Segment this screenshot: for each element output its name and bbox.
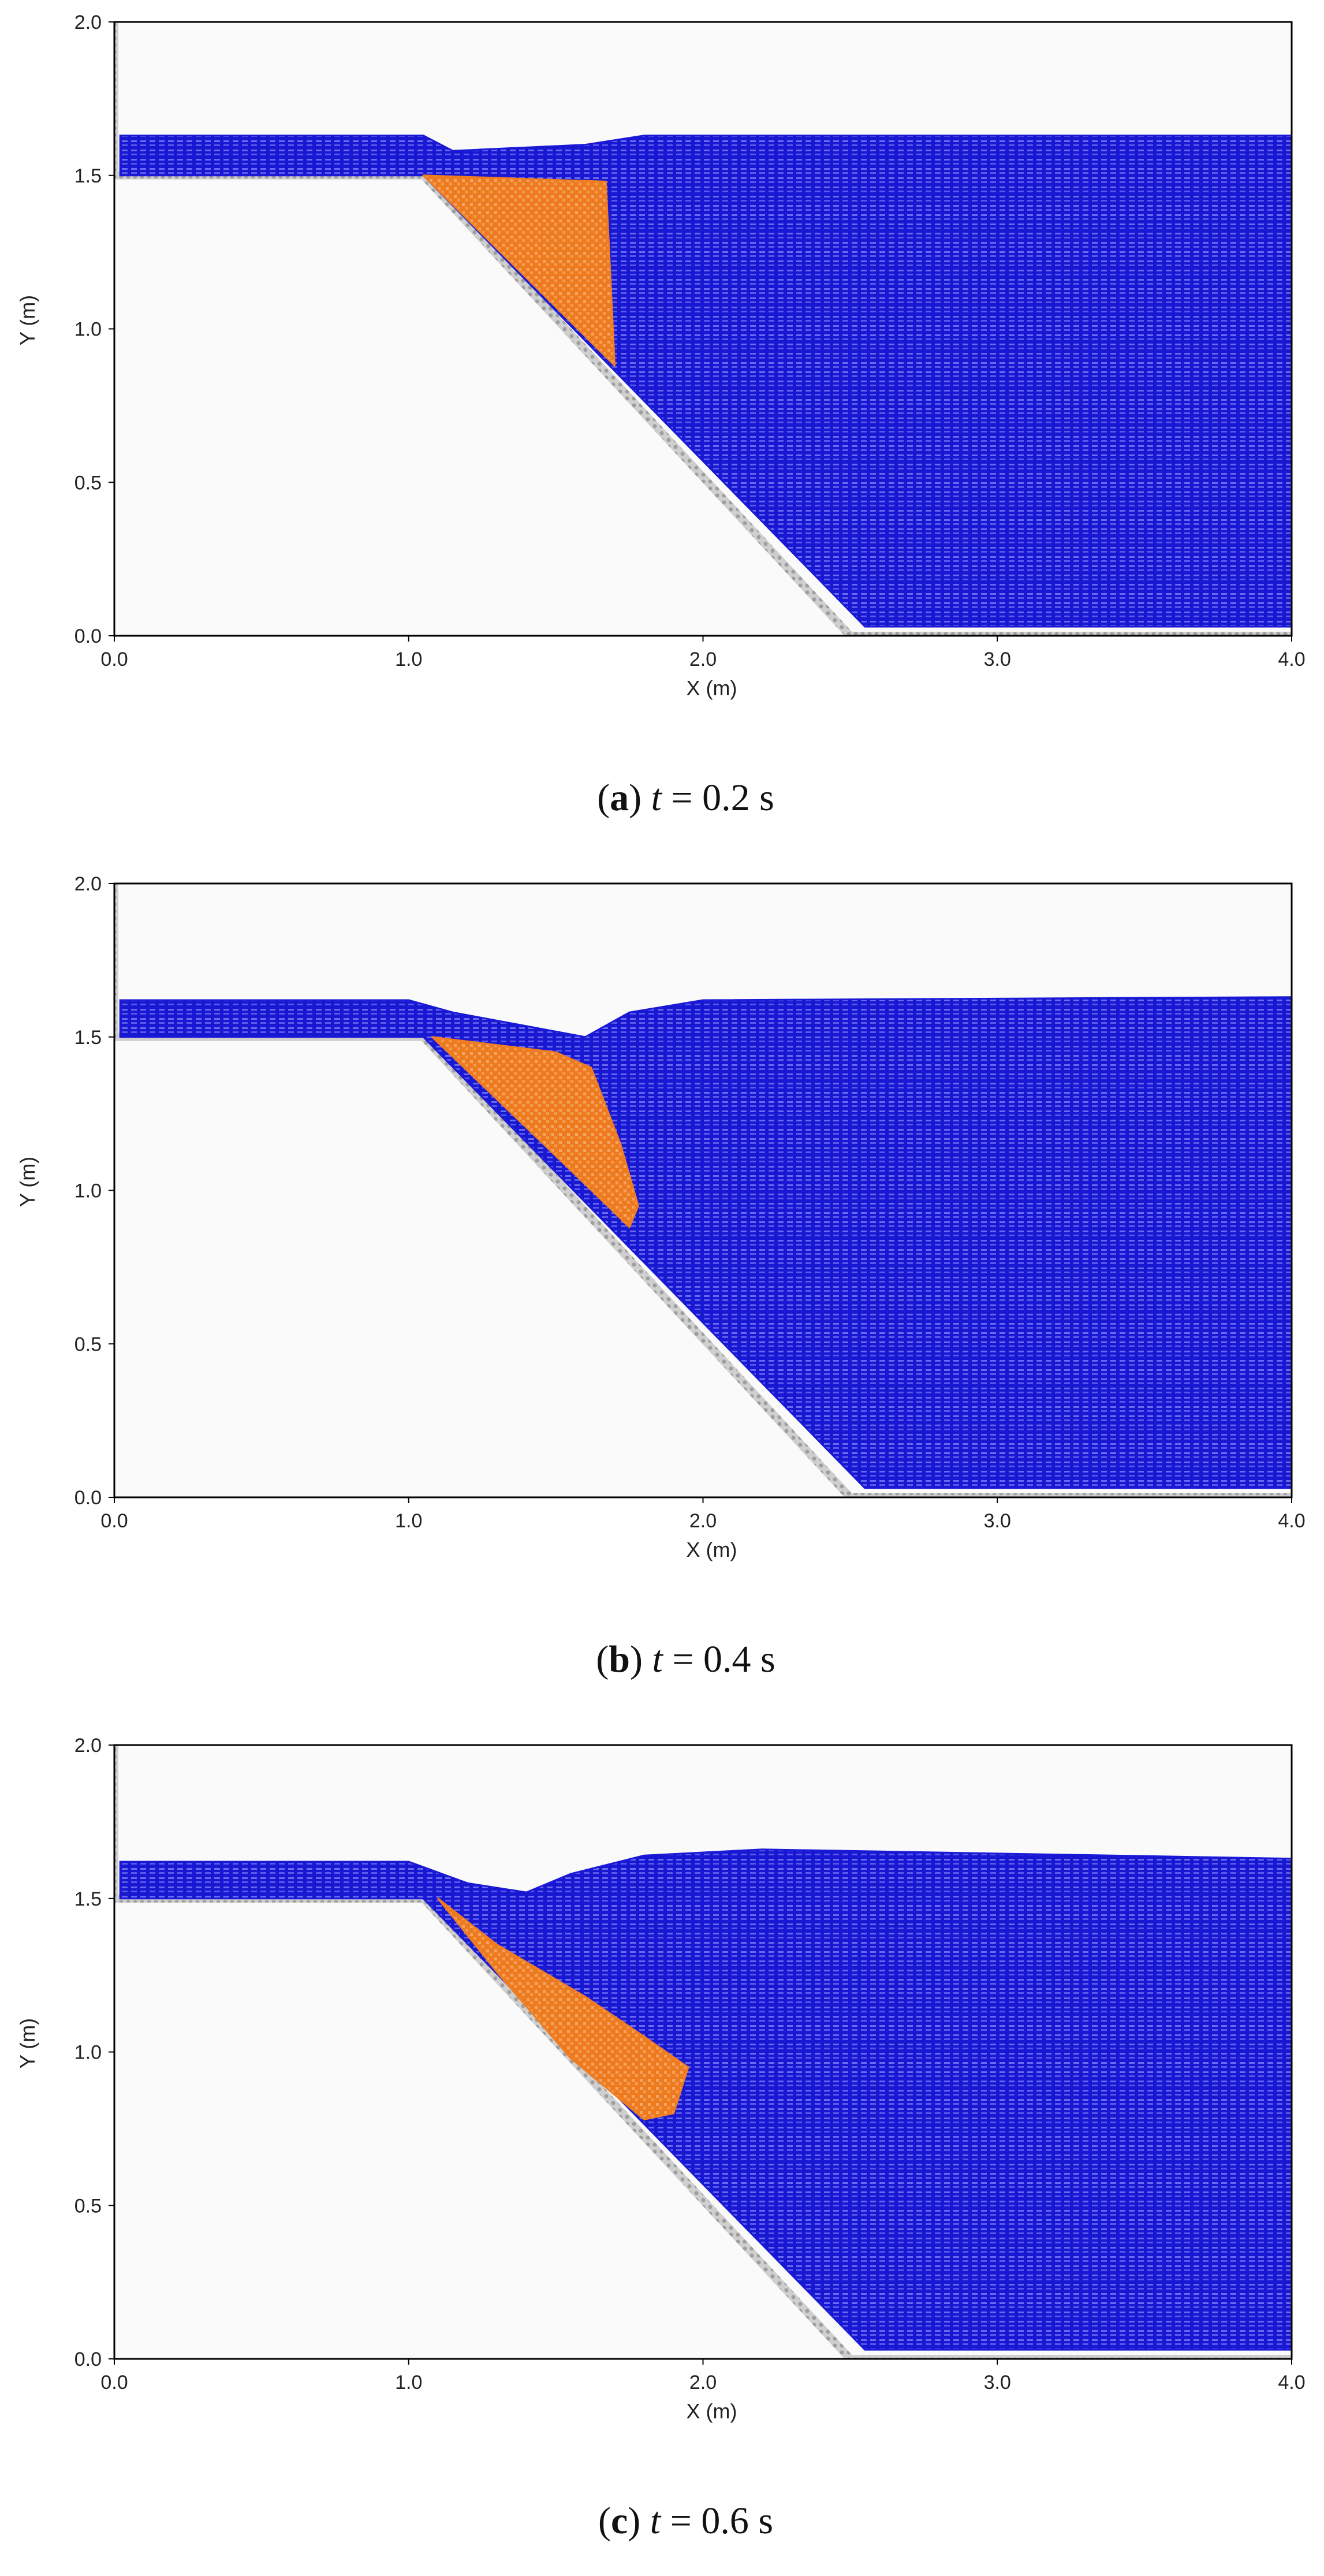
x-axis-label: X (m) <box>687 1538 737 1561</box>
panel-a: 0.0 1.0 2.0 3.0 4.0 0.0 0.5 1.0 1.5 2.0 X (m) Y (m)… <box>16 12 1306 819</box>
y-tick-label: 0.0 <box>74 2348 102 2370</box>
x-tick-label: 3.0 <box>984 648 1011 670</box>
x-tick-label: 1.0 <box>395 2372 422 2394</box>
plot-contents <box>114 1745 1292 2359</box>
y-tick-label: 0.0 <box>74 1487 102 1509</box>
x-tick-label: 0.0 <box>100 648 128 670</box>
panel-caption: (b) t = 0.4 s <box>596 1638 775 1680</box>
plot-contents <box>114 22 1292 636</box>
x-tick-label: 3.0 <box>984 2372 1011 2394</box>
water-particles <box>119 135 1292 628</box>
y-tick-label: 1.0 <box>74 319 102 341</box>
water-particles <box>119 996 1292 1489</box>
y-tick-label: 1.0 <box>74 1180 102 1202</box>
x-axis-label: X (m) <box>687 2399 737 2423</box>
landslide-particles <box>422 174 616 367</box>
x-axis-label: X (m) <box>687 676 737 700</box>
x-tick-label: 2.0 <box>689 648 717 670</box>
y-tick-label: 1.0 <box>74 2042 102 2064</box>
y-tick-label: 1.5 <box>74 165 102 187</box>
x-tick-label: 0.0 <box>100 2372 128 2394</box>
y-tick-label: 0.0 <box>74 625 102 647</box>
y-tick-label: 0.5 <box>74 1333 102 1355</box>
y-tick-label: 2.0 <box>74 873 102 895</box>
x-tick-label: 3.0 <box>984 1510 1011 1532</box>
plot-contents <box>114 883 1292 1497</box>
landslide-particles <box>437 1897 689 2120</box>
y-tick-label: 2.0 <box>74 12 102 33</box>
y-axis-label: Y (m) <box>16 2018 39 2068</box>
y-tick-label: 0.5 <box>74 2195 102 2217</box>
y-axis-label: Y (m) <box>16 1157 39 1207</box>
y-tick-label: 0.5 <box>74 472 102 494</box>
landslide-particles <box>431 1036 639 1228</box>
x-tick-label: 2.0 <box>689 2372 717 2394</box>
x-tick-label: 2.0 <box>689 1510 717 1532</box>
panel-caption: (a) t = 0.2 s <box>597 777 774 819</box>
panel-c: 0.0 1.0 2.0 3.0 4.0 0.0 0.5 1.0 1.5 2.0 X (m) Y (m)… <box>16 1735 1306 2542</box>
water-particles <box>119 1848 1292 2351</box>
x-tick-label: 4.0 <box>1278 648 1305 670</box>
x-tick-label: 4.0 <box>1278 1510 1305 1532</box>
x-tick-label: 0.0 <box>100 1510 128 1532</box>
panel-caption: (c) t = 0.6 s <box>598 2500 773 2542</box>
y-tick-label: 2.0 <box>74 1735 102 1757</box>
x-tick-label: 1.0 <box>395 648 422 670</box>
y-axis-label: Y (m) <box>16 295 39 345</box>
y-tick-label: 1.5 <box>74 1888 102 1910</box>
x-tick-label: 4.0 <box>1278 2372 1305 2394</box>
y-tick-label: 1.5 <box>74 1027 102 1049</box>
panel-b: 0.0 1.0 2.0 3.0 4.0 0.0 0.5 1.0 1.5 2.0 X (m) Y (m)… <box>16 873 1306 1680</box>
x-tick-label: 1.0 <box>395 1510 422 1532</box>
